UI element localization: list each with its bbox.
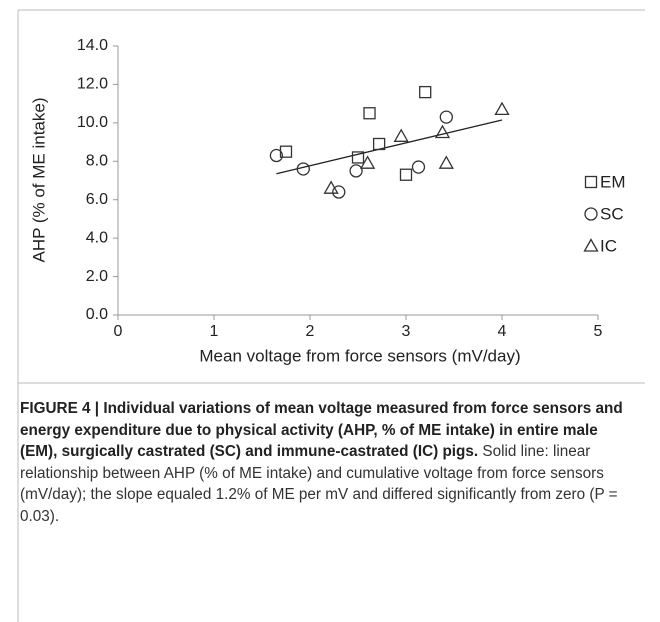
x-tick-label: 5 <box>594 323 603 340</box>
caption-bold: FIGURE 4 | Individual variations of mean… <box>20 400 623 460</box>
point <box>363 107 376 120</box>
y-axis-label: AHP (% of ME intake) <box>29 97 48 262</box>
y-tick-label: 2.0 <box>86 268 108 285</box>
x-tick-label: 2 <box>306 323 315 340</box>
x-tick-label: 0 <box>114 323 123 340</box>
caption: FIGURE 4 | Individual variations of mean… <box>20 398 638 527</box>
y-tick-label: 0.0 <box>86 306 108 323</box>
point <box>359 155 376 169</box>
y-tick-label: 14.0 <box>77 37 108 54</box>
point <box>393 128 409 142</box>
point <box>351 151 365 164</box>
legend-symbol <box>584 175 598 189</box>
legend-label: EM <box>600 172 626 191</box>
y-tick-label: 8.0 <box>86 153 108 170</box>
point <box>439 110 453 124</box>
y-tick-label: 12.0 <box>77 76 108 93</box>
point <box>411 160 426 174</box>
legend-label: SC <box>600 204 624 223</box>
point <box>438 155 454 169</box>
caption-text: Solid line: linear relationship between … <box>20 443 618 525</box>
x-tick-label: 4 <box>498 323 507 340</box>
point <box>372 137 386 151</box>
x-axis-label: Mean voltage from force sensors (mV/day) <box>199 346 520 365</box>
y-tick-label: 6.0 <box>86 191 108 208</box>
point <box>434 124 451 139</box>
point <box>332 185 346 199</box>
point <box>419 85 432 99</box>
legend-label: IC <box>600 236 617 255</box>
legend-symbol <box>584 207 598 221</box>
point <box>349 164 363 178</box>
point <box>494 101 510 116</box>
point <box>399 168 413 181</box>
point <box>296 162 310 176</box>
trend-line <box>276 119 503 175</box>
y-tick-label: 10.0 <box>77 114 108 131</box>
x-tick-label: 1 <box>210 323 219 340</box>
y-tick-label: 4.0 <box>86 229 108 246</box>
point <box>269 148 284 163</box>
x-tick-label: 3 <box>402 323 411 340</box>
legend-symbol <box>583 238 599 252</box>
point <box>323 180 339 194</box>
